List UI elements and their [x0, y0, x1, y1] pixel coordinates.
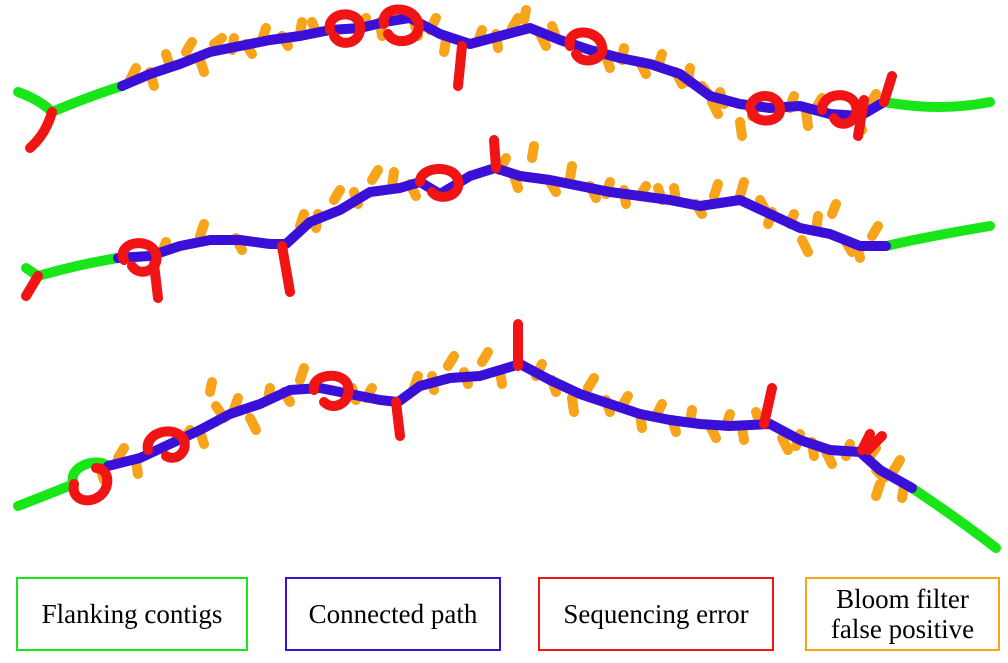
path-1 [13, 4, 995, 153]
legend-connected-path: Connected path [285, 577, 501, 651]
flanking-contig-right [907, 483, 1001, 553]
flanking-contig-left [13, 81, 127, 117]
assembly-paths-diagram [13, 4, 1001, 553]
connected-path [113, 163, 891, 263]
legend-flanking-contigs: Flanking contigs [16, 577, 248, 651]
path-2 [21, 135, 995, 303]
flanking-contig-right [879, 97, 995, 112]
flanking-contig-right [881, 221, 995, 251]
connected-path [103, 359, 917, 493]
legend-sequencing-error: Sequencing error [538, 577, 774, 651]
legend-bloom-filter-false-positive: Bloom filter false positive [805, 577, 1000, 651]
connected-path [117, 13, 889, 121]
sequencing-errors [25, 4, 897, 153]
sequencing-errors [21, 135, 501, 303]
path-3 [13, 319, 1001, 553]
sequencing-errors [68, 319, 887, 506]
